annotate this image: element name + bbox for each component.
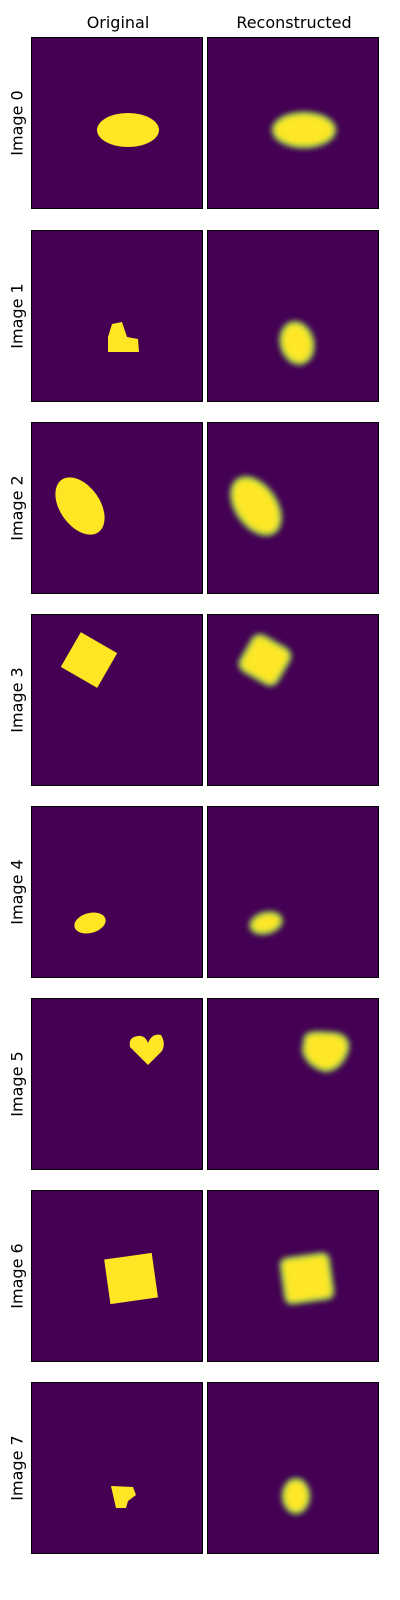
original-image — [31, 806, 203, 978]
column-title-original: Original — [86, 13, 150, 32]
column-title-reconstructed: Reconstructed — [236, 13, 352, 32]
reconstructed-image — [207, 230, 379, 402]
reconstructed-image — [207, 1382, 379, 1554]
original-image — [31, 230, 203, 402]
original-image — [31, 37, 203, 209]
row-label: Image 0 — [7, 90, 27, 156]
original-image — [31, 1190, 203, 1362]
reconstructed-image — [207, 422, 379, 594]
row-label: Image 1 — [7, 283, 27, 349]
original-image — [31, 998, 203, 1170]
original-image — [31, 422, 203, 594]
original-image — [31, 614, 203, 786]
row-label: Image 7 — [7, 1435, 27, 1501]
original-image — [31, 1382, 203, 1554]
reconstructed-image — [207, 614, 379, 786]
reconstructed-image — [207, 37, 379, 209]
row-label: Image 4 — [7, 859, 27, 925]
row-label: Image 6 — [7, 1243, 27, 1309]
reconstructed-image — [207, 1190, 379, 1362]
row-label: Image 2 — [7, 475, 27, 541]
reconstructed-image — [207, 806, 379, 978]
reconstructed-image — [207, 998, 379, 1170]
row-label: Image 5 — [7, 1051, 27, 1117]
row-label: Image 3 — [7, 667, 27, 733]
